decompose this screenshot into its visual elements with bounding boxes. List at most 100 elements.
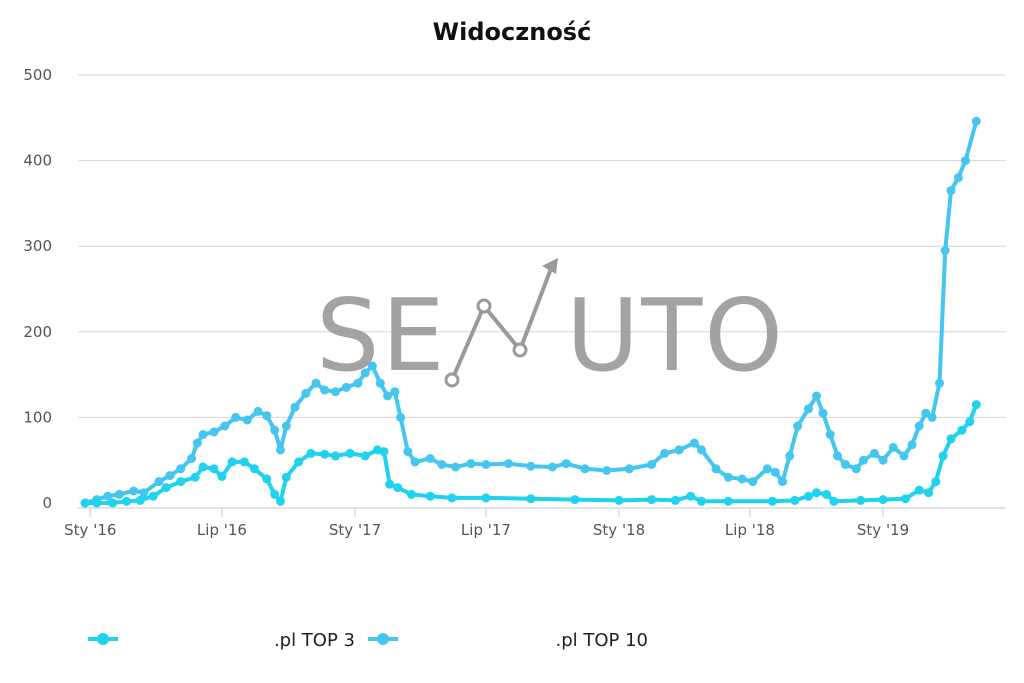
data-point[interactable] xyxy=(689,438,699,448)
data-point[interactable] xyxy=(793,421,803,431)
data-point[interactable] xyxy=(957,425,967,435)
data-point[interactable] xyxy=(946,186,956,196)
data-point[interactable] xyxy=(829,496,839,506)
data-point[interactable] xyxy=(481,460,491,469)
data-point[interactable] xyxy=(190,472,200,482)
data-point[interactable] xyxy=(345,448,355,458)
data-point[interactable] xyxy=(859,455,868,465)
data-point[interactable] xyxy=(375,378,385,388)
data-point[interactable] xyxy=(108,498,118,508)
data-point[interactable] xyxy=(383,391,393,401)
data-point[interactable] xyxy=(294,457,304,467)
data-point[interactable] xyxy=(176,477,186,487)
data-point[interactable] xyxy=(961,156,970,166)
data-point[interactable] xyxy=(818,408,828,418)
data-point[interactable] xyxy=(451,462,461,472)
data-point[interactable] xyxy=(209,427,219,437)
data-point[interactable] xyxy=(647,460,657,469)
data-point[interactable] xyxy=(122,496,131,506)
data-point[interactable] xyxy=(466,459,476,469)
data-point[interactable] xyxy=(281,421,291,431)
data-point[interactable] xyxy=(901,494,910,504)
data-point[interactable] xyxy=(790,495,800,505)
data-point[interactable] xyxy=(935,378,944,388)
data-point[interactable] xyxy=(770,467,780,477)
data-point[interactable] xyxy=(367,361,377,371)
data-point[interactable] xyxy=(812,488,821,498)
data-point[interactable] xyxy=(924,488,934,498)
data-point[interactable] xyxy=(198,462,208,472)
data-point[interactable] xyxy=(306,448,316,458)
data-point[interactable] xyxy=(914,421,924,431)
data-point[interactable] xyxy=(80,498,90,508)
data-point[interactable] xyxy=(697,445,706,455)
data-point[interactable] xyxy=(624,464,634,474)
data-point[interactable] xyxy=(785,451,795,461)
data-point[interactable] xyxy=(192,438,202,448)
data-point[interactable] xyxy=(907,440,917,450)
data-point[interactable] xyxy=(253,406,263,416)
data-point[interactable] xyxy=(341,382,351,392)
data-point[interactable] xyxy=(647,495,657,505)
data-point[interactable] xyxy=(406,489,416,499)
data-point[interactable] xyxy=(353,378,363,388)
data-point[interactable] xyxy=(812,391,821,401)
data-point[interactable] xyxy=(580,464,590,474)
data-point[interactable] xyxy=(526,461,536,471)
data-point[interactable] xyxy=(670,495,680,505)
data-point[interactable] xyxy=(938,451,948,461)
data-point[interactable] xyxy=(270,425,280,435)
data-point[interactable] xyxy=(971,116,981,126)
data-point[interactable] xyxy=(92,498,102,508)
data-point[interactable] xyxy=(840,460,850,469)
data-point[interactable] xyxy=(825,430,835,439)
data-point[interactable] xyxy=(103,491,113,501)
data-point[interactable] xyxy=(360,368,370,378)
data-point[interactable] xyxy=(899,451,909,461)
data-point[interactable] xyxy=(242,415,252,425)
data-point[interactable] xyxy=(697,496,706,506)
data-point[interactable] xyxy=(403,447,413,457)
data-point[interactable] xyxy=(767,496,777,506)
data-point[interactable] xyxy=(290,402,300,412)
data-point[interactable] xyxy=(833,451,842,461)
data-point[interactable] xyxy=(331,451,340,461)
data-point[interactable] xyxy=(281,472,291,482)
data-point[interactable] xyxy=(129,486,139,496)
data-point[interactable] xyxy=(737,474,747,484)
data-point[interactable] xyxy=(437,460,447,469)
data-point[interactable] xyxy=(748,477,758,487)
data-point[interactable] xyxy=(778,477,787,487)
data-point[interactable] xyxy=(139,488,149,498)
data-point[interactable] xyxy=(320,385,330,395)
data-point[interactable] xyxy=(660,448,670,458)
data-point[interactable] xyxy=(161,483,171,493)
data-point[interactable] xyxy=(526,494,536,504)
data-point[interactable] xyxy=(385,479,395,489)
data-point[interactable] xyxy=(503,459,513,469)
data-point[interactable] xyxy=(231,412,241,422)
data-point[interactable] xyxy=(914,485,924,495)
data-point[interactable] xyxy=(311,378,321,388)
data-point[interactable] xyxy=(209,464,219,474)
data-point[interactable] xyxy=(135,495,145,505)
data-point[interactable] xyxy=(723,496,733,506)
data-point[interactable] xyxy=(614,495,624,505)
data-point[interactable] xyxy=(869,448,879,458)
data-point[interactable] xyxy=(723,472,733,482)
data-point[interactable] xyxy=(390,387,400,397)
data-point[interactable] xyxy=(301,388,311,398)
data-point[interactable] xyxy=(851,464,861,474)
data-point[interactable] xyxy=(154,477,164,487)
data-point[interactable] xyxy=(393,483,403,493)
data-point[interactable] xyxy=(878,455,888,465)
data-point[interactable] xyxy=(946,434,956,444)
data-point[interactable] xyxy=(965,417,975,427)
data-point[interactable] xyxy=(217,472,227,481)
data-point[interactable] xyxy=(971,400,981,410)
data-point[interactable] xyxy=(711,464,721,474)
data-point[interactable] xyxy=(270,489,280,499)
data-point[interactable] xyxy=(940,246,950,255)
data-point[interactable] xyxy=(187,454,197,463)
data-point[interactable] xyxy=(481,493,491,503)
